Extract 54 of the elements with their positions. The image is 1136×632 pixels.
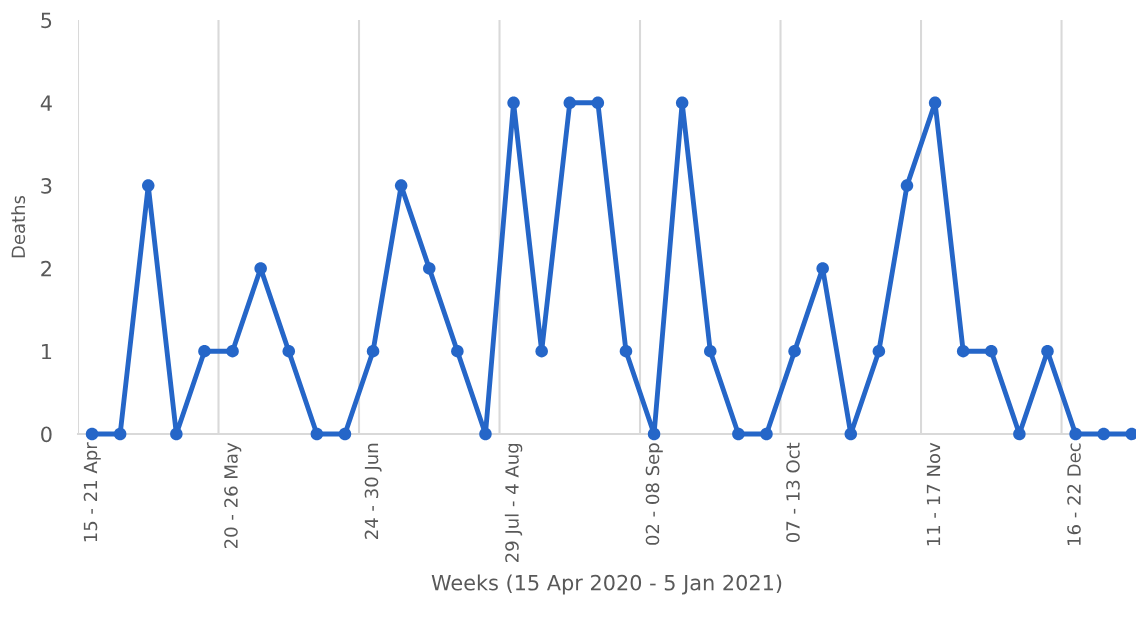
point [282,344,296,358]
point [1097,427,1110,441]
point [619,344,633,358]
point [451,344,464,358]
point [535,344,548,358]
point [956,344,970,358]
x-tick-label: 07 - 13 Oct [786,442,800,543]
point [423,262,436,275]
point [366,344,380,358]
x-tick-label: 11 - 17 Nov [926,442,941,546]
x-tick-label: 24 - 30 Jun [364,443,382,539]
point [1125,427,1136,441]
point [985,344,998,358]
x-tick-label: 02 - 08 Sep [645,443,663,545]
point [1069,427,1082,441]
y-axis-title: Deaths [11,195,26,258]
point [198,344,211,358]
point [872,344,886,358]
x-tick-label: 29 Jul - 4 Aug [504,443,523,562]
x-tick-label: 15 - 21 Apr [83,442,101,542]
point [704,344,717,358]
point [394,179,408,192]
point [113,427,127,441]
point [310,427,324,441]
point [1013,427,1026,441]
point [338,427,352,441]
point [226,344,239,358]
point [844,427,858,441]
y-tick-label: 4 [40,95,52,111]
point [591,96,605,110]
point [816,262,829,275]
point [788,344,801,358]
point [170,427,183,441]
point [900,179,914,192]
point [254,262,267,275]
y-tick-label: 3 [41,178,52,194]
point [732,427,745,441]
y-tick-label: 1 [42,343,52,360]
x-axis-title: Weeks (15 Apr 2020 - 5 Jan 2021) [431,574,782,595]
point [479,427,492,441]
point [507,96,520,110]
y-tick-label: 5 [41,12,52,29]
point [1041,344,1054,358]
x-tick-label: 20 - 26 May [224,442,242,549]
point [928,96,942,110]
point [675,96,689,110]
point [142,179,155,192]
y-tick-label: 2 [41,260,51,277]
point [760,427,773,441]
x-tick-label: 16 - 22 Dec [1067,443,1081,545]
point [647,427,661,441]
point [85,427,99,441]
y-tick-label: 0 [41,426,52,443]
point [563,96,577,110]
